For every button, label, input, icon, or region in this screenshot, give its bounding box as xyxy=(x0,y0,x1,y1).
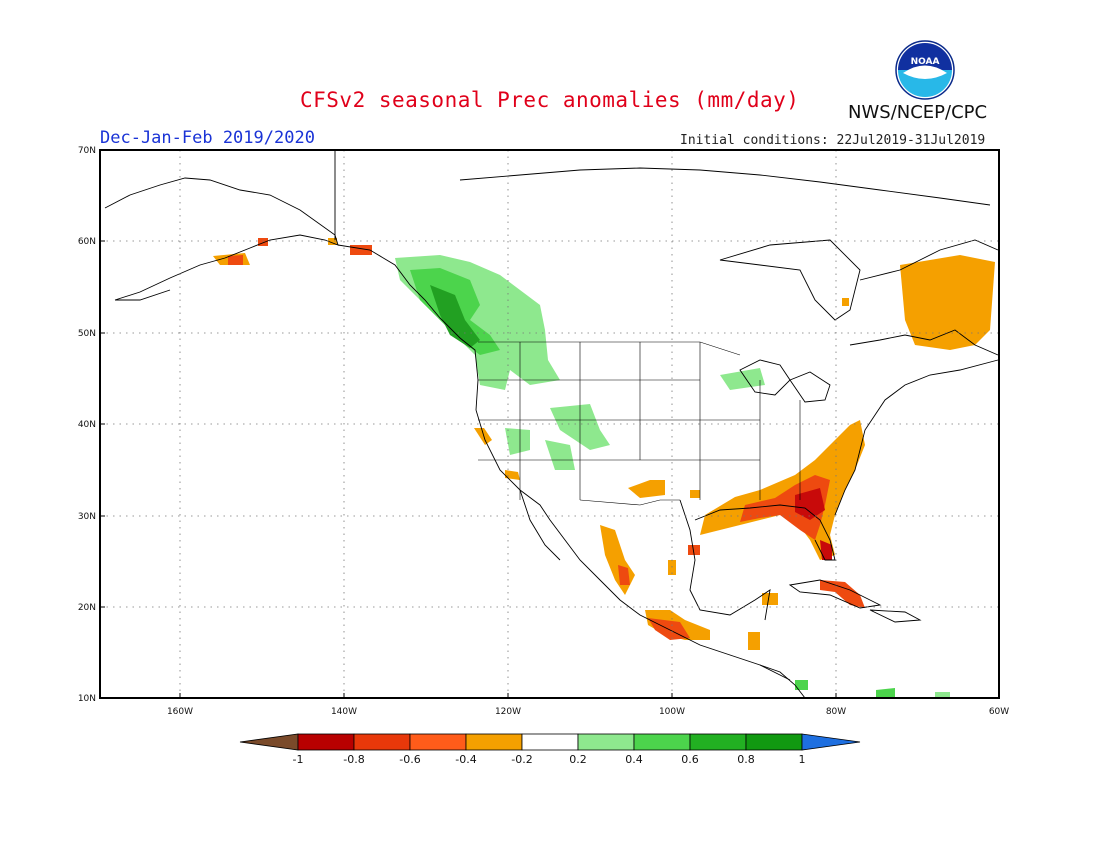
lon-label: 160W xyxy=(167,707,193,717)
colorbar-swatch xyxy=(409,733,467,751)
initial-conditions-label: Initial conditions: 22Jul2019-31Jul2019 xyxy=(680,133,986,148)
colorbar-label: 0.8 xyxy=(737,753,755,766)
colorbar-swatch xyxy=(633,733,691,751)
colorbar-swatch xyxy=(577,733,635,751)
coastlines xyxy=(104,150,999,698)
colorbar-swatch xyxy=(465,733,523,751)
colorbar-label: -0.8 xyxy=(343,753,364,766)
lon-label: 100W xyxy=(659,707,685,717)
axis-ticks xyxy=(100,149,1000,699)
lat-label: 60N xyxy=(78,237,96,247)
colorbar-label: 1 xyxy=(799,753,806,766)
colorbar-swatch xyxy=(745,733,803,751)
noaa-logo-text: NOAA xyxy=(911,57,940,67)
colorbar-swatch xyxy=(521,733,579,751)
lat-label: 70N xyxy=(78,146,96,156)
map-title: CFSv2 seasonal Prec anomalies (mm/day) xyxy=(300,88,800,112)
political-boundaries xyxy=(478,341,801,506)
colorbar-label: -0.4 xyxy=(455,753,476,766)
lat-label: 50N xyxy=(78,329,96,339)
latitude-labels: 70N 60N 50N 40N 30N 20N 10N xyxy=(78,146,96,704)
lat-label: 10N xyxy=(78,694,96,704)
lon-label: 120W xyxy=(495,707,521,717)
longitude-labels: 160W 140W 120W 100W 80W 60W xyxy=(167,707,1009,717)
colorbar-arrow-high xyxy=(801,733,861,751)
graticule xyxy=(100,150,999,698)
colorbar-label: -1 xyxy=(293,753,304,766)
colorbar-arrow-low xyxy=(239,733,299,751)
lon-label: 60W xyxy=(989,707,1009,717)
anomaly-shading xyxy=(213,238,995,698)
agency-label: NWS/NCEP/CPC xyxy=(848,102,988,123)
lon-label: 80W xyxy=(826,707,846,717)
lon-label: 140W xyxy=(331,707,357,717)
colorbar-label: 0.6 xyxy=(681,753,699,766)
colorbar-swatch xyxy=(297,733,355,751)
colorbar-label: 0.2 xyxy=(569,753,587,766)
colorbar-label: -0.2 xyxy=(511,753,532,766)
lat-label: 30N xyxy=(78,512,96,522)
colorbar-swatch xyxy=(353,733,411,751)
dry-anomaly-southeast xyxy=(213,238,995,650)
colorbar-label: -0.6 xyxy=(399,753,420,766)
season-label: Dec-Jan-Feb 2019/2020 xyxy=(100,128,315,148)
noaa-logo-icon: NOAA xyxy=(895,40,955,100)
lat-label: 40N xyxy=(78,420,96,430)
colorbar-label: 0.4 xyxy=(625,753,643,766)
colorbar-legend: -1 -0.8 -0.6 -0.4 -0.2 0.2 0.4 0.6 0.8 1 xyxy=(239,733,861,766)
colorbar-swatch xyxy=(689,733,747,751)
lat-label: 20N xyxy=(78,603,96,613)
